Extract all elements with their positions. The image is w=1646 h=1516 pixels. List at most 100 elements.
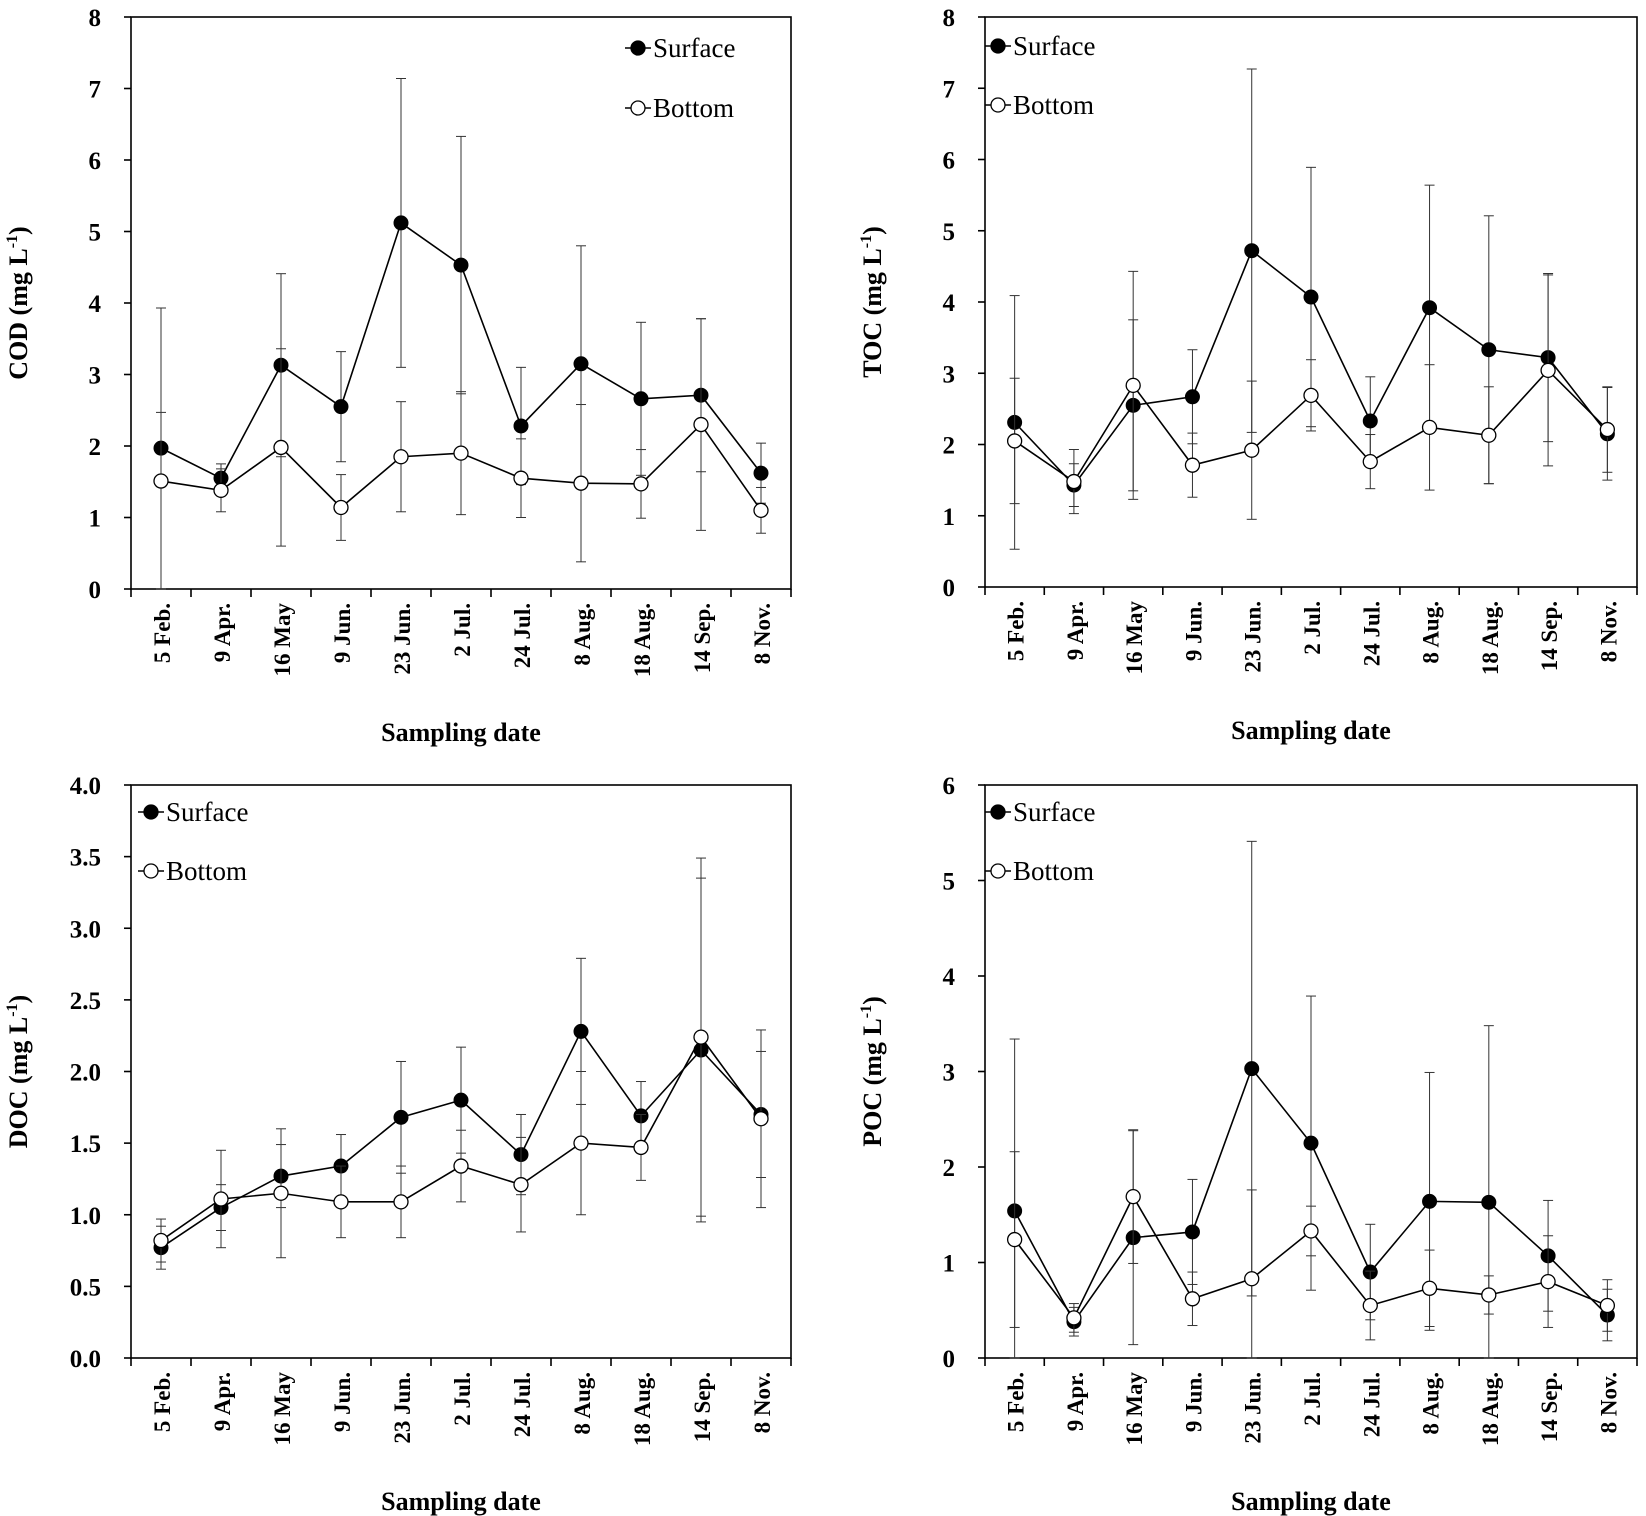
y-tick-label: 4 (943, 964, 956, 991)
data-point (1599, 421, 1616, 438)
x-category-label: 2 Jul. (450, 603, 475, 657)
chart-panel-top-right: 0 1 2 3 4 5 6 7 8 5 Feb. 9 Apr. 16 May 9 Jun. 23 Jun.… (858, 5, 1638, 745)
legend-label-surface: Surface (1013, 797, 1095, 827)
x-category-label: 8 Aug. (1419, 1372, 1444, 1435)
x-category-label: 8 Nov. (1596, 1372, 1621, 1433)
legend: Surface Bottom (625, 33, 735, 123)
x-axis-title: Sampling date (381, 718, 541, 747)
data-point (633, 391, 649, 407)
legend-label-bottom: Bottom (1013, 90, 1094, 120)
x-category-label: 23 Jun. (390, 603, 415, 675)
data-point (393, 449, 409, 465)
y-axis-title-close: ) (858, 996, 887, 1005)
legend-marker-bottom (990, 863, 1006, 879)
data-point (1481, 1287, 1497, 1303)
chart-panel-top-left: 0 1 2 3 4 5 6 7 8 5 Feb. 9 Apr. 16 May 9 Jun. 23 Jun.… (4, 5, 792, 747)
data-point (513, 470, 529, 486)
y-axis-title-close: ) (4, 995, 33, 1004)
legend-marker-bottom (630, 100, 646, 116)
data-point (513, 1177, 529, 1193)
data-point (1066, 1310, 1082, 1326)
y-tick-label: 2 (943, 1155, 956, 1182)
y-tick-label: 5 (89, 220, 102, 247)
legend-label-surface: Surface (1013, 31, 1095, 61)
data-point (1481, 1194, 1497, 1210)
x-category-label: 14 Sep. (690, 1372, 715, 1442)
y-tick-label: 5 (943, 869, 956, 896)
data-point (753, 465, 769, 481)
x-category-label: 16 May (1122, 1372, 1147, 1446)
data-point (1244, 1061, 1260, 1077)
y-tick-label: 2.0 (70, 1060, 101, 1087)
x-category-label: 8 Nov. (1596, 601, 1621, 662)
y-tick-label: 1 (89, 506, 102, 533)
data-point (1540, 1273, 1556, 1290)
y-tick-label: 0 (89, 577, 102, 604)
y-tick-label: 2 (89, 434, 102, 461)
data-point (453, 1092, 469, 1108)
x-category-label: 23 Jun. (1241, 1372, 1266, 1444)
y-axis-title: DOC (mg L-1) (4, 995, 33, 1148)
legend: Surface Bottom (985, 31, 1095, 120)
data-point (1125, 1188, 1141, 1205)
data-point (213, 1191, 229, 1207)
data-point (273, 1185, 289, 1201)
data-point (1244, 1271, 1260, 1287)
data-point (1481, 427, 1497, 443)
y-tick-label: 0 (943, 1346, 956, 1373)
y-tick-label: 0.5 (70, 1274, 101, 1301)
x-category-label: 18 Aug. (630, 1372, 655, 1446)
x-category-label: 14 Sep. (1537, 601, 1562, 671)
y-tick-label: 7 (943, 76, 956, 103)
x-category-label: 24 Jul. (1359, 601, 1384, 666)
y-axis-title-main: DOC (mg L (4, 1017, 33, 1148)
data-point (213, 482, 229, 498)
data-point (1125, 377, 1141, 394)
y-tick-label: 6 (89, 148, 102, 175)
data-point (1362, 1297, 1378, 1314)
chart-panel-bottom-right: 0 1 2 3 4 5 6 5 Feb. 9 Apr. 16 May 9 Jun. 23 Jun. 2 … (858, 773, 1638, 1516)
y-axis-title-unit-exponent: -1 (858, 1005, 875, 1018)
data-point (453, 257, 469, 273)
legend-marker-bottom (143, 863, 159, 879)
data-point (1066, 473, 1082, 490)
data-point (633, 1139, 649, 1156)
x-category-label: 9 Apr. (1063, 601, 1088, 660)
x-category-label: 9 Apr. (210, 603, 235, 662)
data-point (1244, 243, 1260, 259)
data-point (1303, 1223, 1319, 1239)
x-category-label: 18 Aug. (630, 603, 655, 677)
data-point (273, 439, 289, 456)
y-tick-label: 1.5 (70, 1131, 101, 1158)
data-point (573, 356, 589, 372)
data-point (693, 1029, 709, 1045)
y-axis-title-main: TOC (mg L (858, 248, 887, 378)
data-point (1362, 413, 1378, 429)
x-category-label: 9 Apr. (210, 1372, 235, 1431)
data-point (333, 1194, 349, 1210)
y-axis-title-close: ) (4, 226, 33, 235)
data-point (753, 502, 769, 519)
data-point (1481, 342, 1497, 358)
data-point (1184, 1291, 1201, 1307)
data-point (1184, 389, 1200, 405)
x-category-label: 5 Feb. (1004, 1372, 1029, 1432)
x-category-label: 24 Jul. (510, 603, 535, 668)
x-category-label: 14 Sep. (1537, 1372, 1562, 1442)
data-point (153, 1232, 169, 1249)
data-point (333, 499, 349, 516)
x-category-label: 18 Aug. (1478, 1372, 1503, 1446)
y-tick-label: 5 (943, 219, 956, 246)
chart-panel-bottom-left: 0.0 0.5 1.0 1.5 2.0 2.5 3.0 3.5 4.0 5 Feb. 9 Apr. 1… (4, 773, 792, 1516)
data-point (1184, 457, 1201, 473)
x-category-label: 16 May (270, 603, 295, 677)
data-point (633, 476, 649, 492)
data-point (1006, 433, 1023, 449)
data-point (1421, 1280, 1438, 1296)
x-category-label: 14 Sep. (690, 603, 715, 673)
x-category-label: 9 Jun. (330, 603, 355, 663)
y-tick-label: 4 (943, 290, 956, 317)
x-category-label: 5 Feb. (1004, 601, 1029, 661)
y-tick-label: 2 (943, 433, 956, 460)
